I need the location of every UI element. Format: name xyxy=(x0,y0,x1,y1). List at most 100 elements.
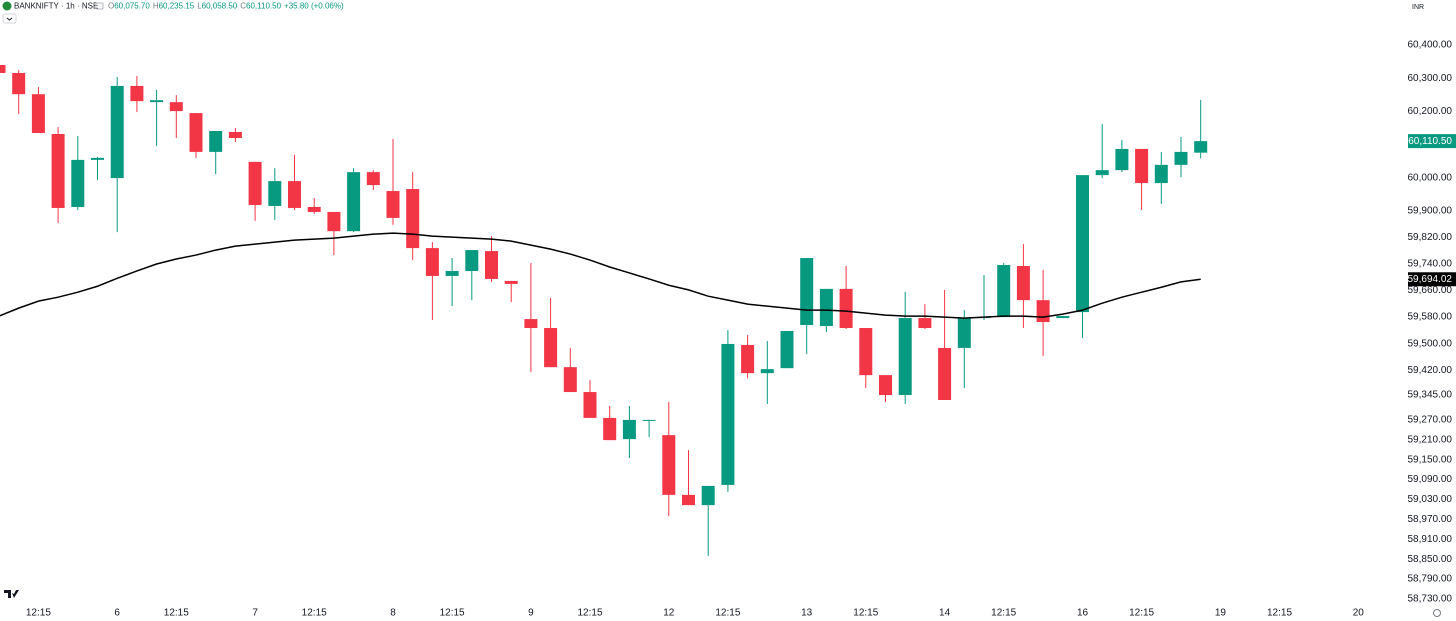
candle-body xyxy=(997,265,1011,318)
change: +35.80 (+0.06%) xyxy=(284,2,344,11)
candle-body xyxy=(366,172,380,186)
x-tick-label: 12:15 xyxy=(1267,608,1292,619)
candle-body xyxy=(169,102,183,112)
y-tick-label: 60,000.00 xyxy=(1408,172,1453,183)
candle-body xyxy=(268,181,282,206)
x-tick-label: 9 xyxy=(528,608,534,619)
y-tick-label: 60,400.00 xyxy=(1408,40,1453,51)
candle-body xyxy=(71,159,85,207)
price-tag xyxy=(1408,134,1456,149)
ohlc-value: 60,075.70 xyxy=(114,2,150,11)
candle-body xyxy=(130,85,144,102)
x-tick-label: 12:15 xyxy=(164,608,189,619)
collapse-button[interactable] xyxy=(2,13,17,24)
candle-body xyxy=(228,132,242,138)
header: BANKNIFTY · 1h · NSE O60,075.70 H60,235.1… xyxy=(2,1,344,24)
candle-body xyxy=(603,417,617,441)
candle-body xyxy=(662,435,676,495)
settings-icon[interactable] xyxy=(1433,609,1441,617)
x-tick-label: 12:15 xyxy=(991,608,1016,619)
candle-body xyxy=(1174,151,1188,165)
x-tick-label: 12:15 xyxy=(302,608,327,619)
candle-body xyxy=(1095,170,1109,176)
y-tick-label: 59,420.00 xyxy=(1408,365,1453,376)
candle-body xyxy=(859,328,873,376)
candle-body xyxy=(1016,266,1030,301)
candle-body xyxy=(91,157,104,160)
candle-body xyxy=(741,344,755,374)
y-tick-label: 59,660.00 xyxy=(1408,285,1453,296)
candle-body xyxy=(248,161,262,205)
x-tick-label: 12:15 xyxy=(440,608,465,619)
ohlc-value: 60,110.50 xyxy=(246,2,282,11)
candle-body xyxy=(701,485,715,506)
candle-body xyxy=(1115,148,1129,171)
candle-body xyxy=(1154,164,1168,184)
y-tick-label: 60,200.00 xyxy=(1408,106,1453,117)
x-tick-label: 12:15 xyxy=(853,608,878,619)
y-tick-label: 59,030.00 xyxy=(1408,494,1453,505)
x-tick-label: 7 xyxy=(252,608,258,619)
x-tick-label: 12:15 xyxy=(26,608,51,619)
x-tick-label: 12 xyxy=(663,608,675,619)
candle-body xyxy=(938,347,952,400)
candle-body xyxy=(918,318,932,329)
candle-body xyxy=(819,288,833,327)
candle-body xyxy=(524,319,538,329)
x-tick-label: 19 xyxy=(1215,608,1227,619)
y-tick-label: 59,270.00 xyxy=(1408,415,1453,426)
candle-body xyxy=(544,328,558,368)
x-tick-label: 13 xyxy=(801,608,813,619)
candle-body xyxy=(800,258,814,326)
candle-body xyxy=(1076,175,1089,313)
candle-body xyxy=(406,189,420,249)
y-tick-label: 60,300.00 xyxy=(1408,73,1453,84)
price-tag-label: 59,694.02 xyxy=(1408,274,1453,285)
candle-body xyxy=(622,419,636,440)
y-tick-label: 59,150.00 xyxy=(1408,454,1453,465)
x-tick-label: 8 xyxy=(390,608,396,619)
y-tick-label: 58,730.00 xyxy=(1408,594,1453,605)
candle-body xyxy=(51,133,65,208)
x-tick-label: 12:15 xyxy=(715,608,740,619)
y-tick-label: 59,900.00 xyxy=(1408,206,1453,217)
candle-body xyxy=(957,318,971,348)
candle-body xyxy=(1036,300,1050,323)
candle-body xyxy=(288,181,301,208)
ohlc-key: L xyxy=(197,2,202,11)
moving-average xyxy=(0,232,1201,319)
candle-body xyxy=(307,206,321,212)
candle-body xyxy=(0,65,6,73)
candle-body xyxy=(327,211,341,232)
x-tick-label: 20 xyxy=(1353,608,1365,619)
y-tick-label: 58,790.00 xyxy=(1408,574,1453,585)
candle-body xyxy=(465,250,479,271)
y-tick-label: 59,500.00 xyxy=(1408,338,1453,349)
candle-body xyxy=(189,113,203,152)
menu-icon[interactable] xyxy=(95,2,104,10)
candle-body xyxy=(563,367,577,393)
y-tick-label: 59,740.00 xyxy=(1408,259,1453,270)
x-tick-label: 16 xyxy=(1077,608,1089,619)
currency: INR xyxy=(1412,4,1424,11)
candle-body xyxy=(839,288,853,329)
y-tick-label: 59,820.00 xyxy=(1408,232,1453,243)
candle-body xyxy=(642,419,656,421)
y-tick-label: 58,910.00 xyxy=(1408,534,1453,545)
candle-body xyxy=(347,172,361,232)
candle-body xyxy=(445,270,459,276)
chevron xyxy=(6,17,13,21)
y-tick-label: 59,090.00 xyxy=(1408,474,1453,485)
x-tick-label: 12:15 xyxy=(1129,608,1154,619)
candle-body xyxy=(31,94,45,134)
candle-body xyxy=(12,72,26,95)
ohlc-key: C xyxy=(240,2,246,11)
ohlc-value: 60,235.15 xyxy=(159,2,195,11)
ohlc-key: H xyxy=(153,2,159,11)
candle-body xyxy=(150,100,164,103)
candle-body xyxy=(1194,141,1208,153)
symbol: BANKNIFTY · 1h · NSE xyxy=(14,2,98,11)
ohlc-legend: O60,075.70 H60,235.15 L60,058.50 C60,110.50… xyxy=(108,2,344,11)
